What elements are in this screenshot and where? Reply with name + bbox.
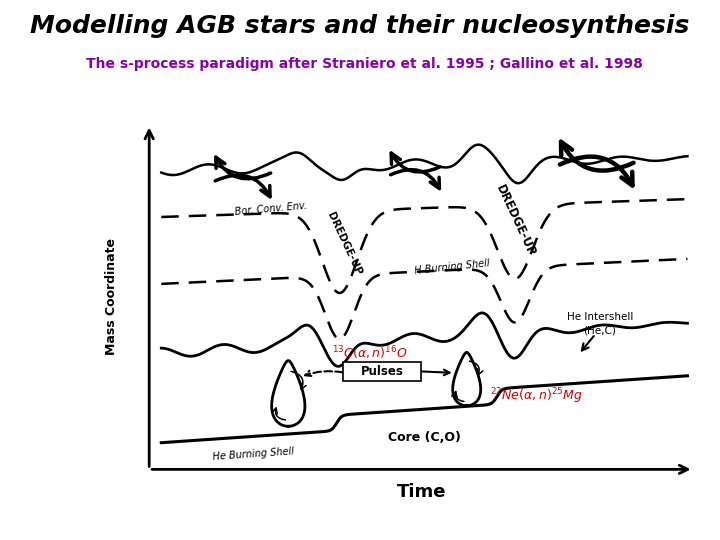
Text: H Burning Shell: H Burning Shell: [413, 258, 490, 275]
Text: DREDGE-UP: DREDGE-UP: [492, 183, 537, 259]
Text: Bor. Conv. Env.: Bor. Conv. Env.: [234, 201, 307, 217]
Text: Time: Time: [397, 483, 446, 501]
Text: Core (C,O): Core (C,O): [388, 431, 461, 444]
Text: DREDGE-UP: DREDGE-UP: [325, 211, 363, 276]
FancyBboxPatch shape: [343, 362, 420, 381]
Text: Pulses: Pulses: [361, 365, 403, 378]
Text: He Burning Shell: He Burning Shell: [212, 446, 294, 462]
Text: Mass Coordinate: Mass Coordinate: [105, 239, 118, 355]
Text: $^{13}C(\alpha,n)^{16}O$: $^{13}C(\alpha,n)^{16}O$: [332, 345, 408, 362]
Text: Modelling AGB stars and their nucleosynthesis: Modelling AGB stars and their nucleosynt…: [30, 14, 690, 37]
Text: $^{22}Ne(\alpha,n)^{25}Mg$: $^{22}Ne(\alpha,n)^{25}Mg$: [490, 387, 582, 406]
Text: The s-process paradigm after Straniero et al. 1995 ; Gallino et al. 1998: The s-process paradigm after Straniero e…: [86, 57, 643, 71]
Text: He Intershell
(He,C): He Intershell (He,C): [567, 312, 633, 335]
